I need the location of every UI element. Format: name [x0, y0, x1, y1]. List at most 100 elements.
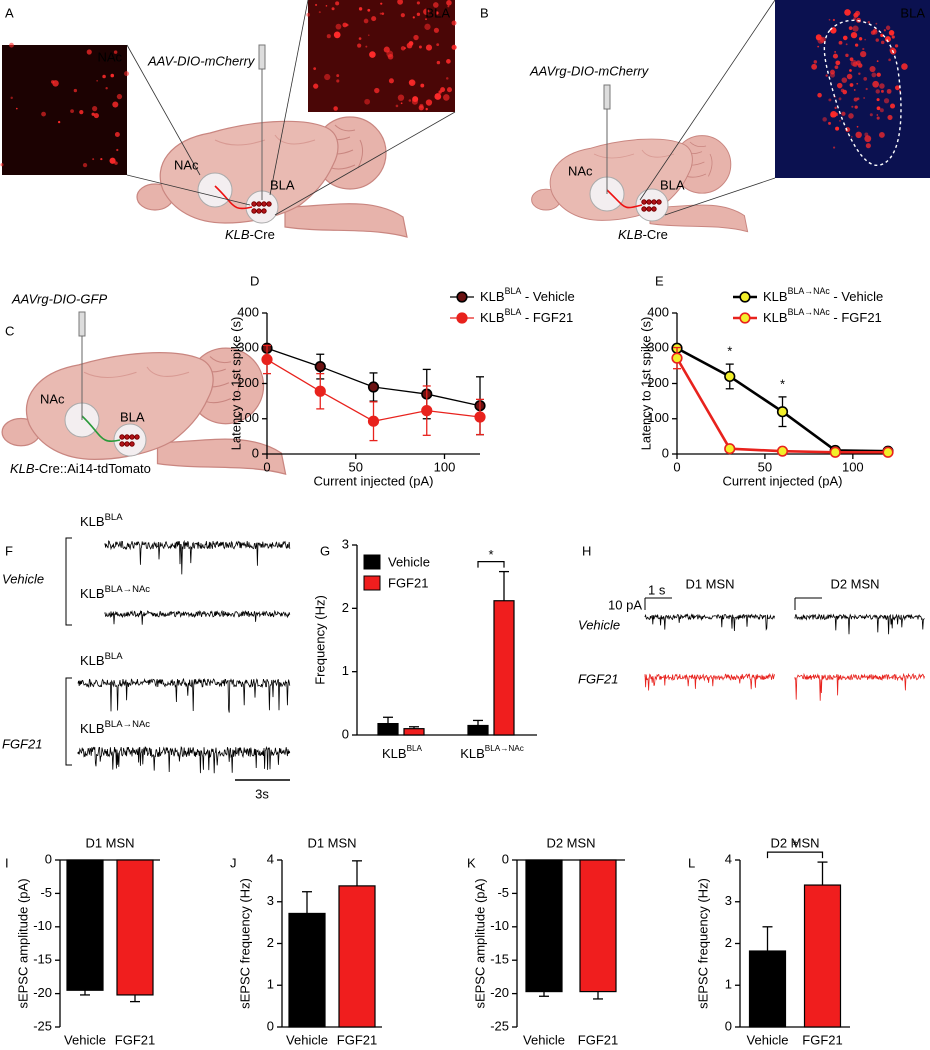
cell-dot — [357, 43, 362, 48]
cell-dot — [832, 53, 839, 59]
cell-dot — [425, 99, 433, 106]
cell-dot — [434, 93, 442, 100]
cell-dot — [875, 22, 878, 25]
cell-dot — [848, 113, 854, 119]
cell-dot — [124, 71, 129, 77]
legend-swatch — [363, 575, 381, 591]
projection — [81, 415, 121, 442]
cell-dot — [367, 34, 370, 37]
cell-dot — [858, 37, 863, 41]
label: KLB-Cre — [225, 227, 275, 242]
x-tick-label: Vehicle — [747, 1032, 789, 1047]
cell-dot — [412, 16, 415, 19]
y-tick-label: 100 — [647, 410, 669, 425]
label: NAc — [40, 391, 65, 406]
cell-dot — [845, 43, 848, 46]
cell-dot — [408, 99, 412, 102]
cell-dot — [397, 0, 404, 5]
label: AAVrg-DIO-GFP — [11, 291, 107, 306]
bar — [467, 724, 489, 736]
label: KLBBLA — [80, 651, 123, 669]
panel-letter: F — [5, 543, 13, 558]
cell-dot — [374, 87, 380, 94]
significance-marker: * — [488, 547, 493, 562]
legend-marker — [739, 312, 751, 324]
cell-dot — [894, 85, 900, 91]
cell-dot — [863, 97, 866, 99]
cell-dot — [114, 132, 120, 137]
cell-body — [124, 434, 130, 440]
cell-dot — [443, 94, 450, 101]
cell-dot — [433, 27, 440, 33]
bar — [803, 884, 842, 1028]
cell-dot — [411, 98, 418, 105]
cell-dot — [876, 60, 879, 63]
cell-dot — [872, 80, 880, 88]
label: BLA — [270, 177, 295, 192]
cell-dot — [358, 7, 363, 11]
cell-body — [651, 206, 657, 212]
data-point — [367, 415, 380, 427]
panel-letter: D — [250, 273, 259, 288]
cell-dot — [435, 11, 439, 15]
bar — [493, 600, 515, 736]
label: Vehicle — [2, 571, 44, 586]
x-tick-label: FGF21 — [337, 1032, 377, 1047]
cell-dot — [395, 104, 399, 108]
cell-dot — [888, 58, 891, 62]
cell-dot — [93, 112, 99, 119]
syringe — [603, 84, 611, 110]
text-part: KLB — [763, 289, 788, 304]
cell-dot — [400, 102, 403, 105]
data-point — [882, 446, 894, 458]
label: BLA — [425, 5, 450, 20]
panel-letter: K — [467, 855, 476, 870]
cell-dot — [890, 103, 896, 109]
significance-marker: * — [780, 376, 785, 391]
y-axis-label: sEPSC frequency (Hz) — [237, 878, 252, 1009]
y-tick-label: 400 — [647, 304, 669, 319]
cell-dot — [828, 98, 832, 102]
y-tick-label: 2 — [342, 600, 349, 615]
y-tick-label: -15 — [490, 952, 509, 967]
cell-dot — [102, 74, 106, 79]
cell-dot — [860, 51, 867, 58]
cell-dot — [876, 98, 880, 102]
cell-dot — [822, 117, 827, 122]
cell-dot — [416, 12, 421, 17]
data-point — [367, 381, 380, 393]
cell-dot — [853, 89, 856, 91]
x-tick-label: Vehicle — [286, 1032, 328, 1047]
cell-dot — [433, 2, 439, 8]
recording-trace — [794, 672, 925, 701]
cell-dot — [116, 148, 119, 152]
cell-dot — [336, 74, 340, 78]
recording-trace — [77, 745, 291, 774]
y-tick-label: 300 — [237, 340, 259, 355]
x-tick-label: 0 — [673, 459, 680, 474]
cell-dot — [849, 83, 854, 87]
cell-dot — [840, 88, 845, 93]
cell-dot — [842, 35, 848, 41]
cell-dot — [367, 8, 371, 12]
cell-dot — [336, 79, 340, 83]
legend-label: KLBBLA - Vehicle — [480, 286, 575, 304]
y-tick-label: 0 — [725, 1018, 732, 1033]
panel-letter: A — [5, 5, 14, 20]
label: KLB-Cre — [618, 227, 668, 242]
cell-dot — [313, 67, 317, 71]
cell-dot — [834, 106, 837, 110]
x-tick-label: 100 — [842, 459, 864, 474]
cell-dot — [436, 60, 441, 65]
cell-dot — [333, 31, 341, 39]
text-part: KLB — [225, 227, 250, 242]
cell-dot — [849, 57, 854, 62]
bar — [66, 859, 104, 991]
cell-dot — [834, 65, 839, 70]
cell-dot — [888, 30, 895, 36]
data-point — [724, 443, 736, 455]
cell-dot — [380, 2, 383, 5]
cell-dot — [9, 42, 14, 48]
bar — [403, 728, 425, 736]
